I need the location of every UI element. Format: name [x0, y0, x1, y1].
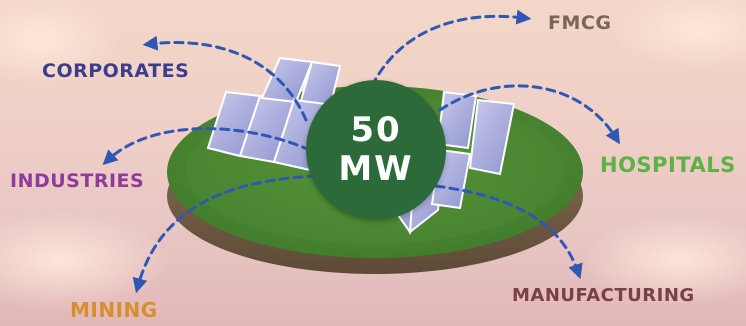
capacity-value: 50	[350, 109, 402, 150]
label-industries: INDUSTRIES	[10, 170, 145, 192]
cloud	[610, 0, 746, 70]
arrow-to-mining	[132, 174, 318, 294]
arrow-to-industries	[102, 127, 312, 166]
cloud	[580, 215, 746, 305]
label-fmcg: FMCG	[548, 12, 612, 34]
solar-panel	[468, 98, 516, 176]
capacity-circle: 50 MW	[306, 80, 446, 220]
arrow-to-hospitals	[438, 84, 620, 145]
capacity-unit: MW	[338, 149, 414, 189]
capacity-label: 50 MW	[338, 109, 414, 189]
label-hospitals: HOSPITALS	[600, 153, 736, 177]
label-manufacturing: MANUFACTURING	[512, 285, 695, 306]
cloud	[0, 0, 120, 85]
cloud	[0, 210, 170, 310]
connector-arrows	[102, 9, 620, 294]
arrow-to-fmcg	[370, 9, 532, 88]
arrow-to-manufacturing	[434, 184, 583, 280]
arrow-to-corporates	[142, 35, 308, 122]
label-mining: MINING	[70, 298, 158, 322]
label-corporates: CORPORATES	[42, 60, 190, 82]
